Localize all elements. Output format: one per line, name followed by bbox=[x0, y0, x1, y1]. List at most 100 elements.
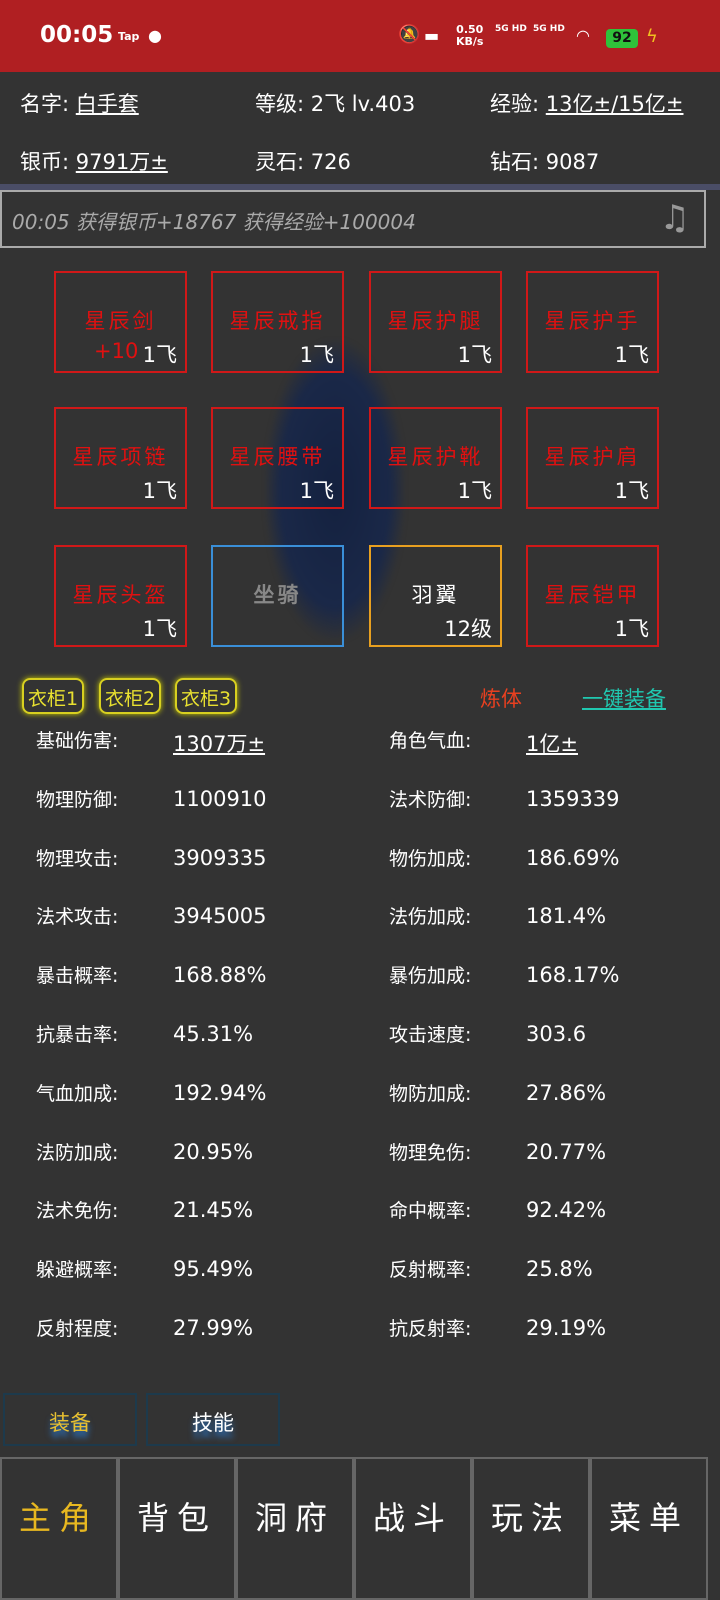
player-name[interactable]: 名字: 白手套 bbox=[20, 88, 139, 118]
name-label: 名字: bbox=[20, 92, 70, 116]
equip-level: 1飞 bbox=[299, 479, 334, 503]
refine-button[interactable]: 炼体 bbox=[480, 687, 522, 711]
equip-level: 1飞 bbox=[142, 617, 177, 641]
stat-value[interactable]: 1307万± bbox=[173, 732, 266, 756]
stat-label: 法术攻击: bbox=[36, 906, 119, 929]
stat-label: 暴伤加成: bbox=[389, 965, 472, 988]
equip-level: 1飞 bbox=[614, 479, 649, 503]
wardrobe-tab-3[interactable]: 衣柜3 bbox=[175, 678, 238, 714]
stat-value: 3945005 bbox=[173, 904, 267, 929]
subtab-skills[interactable]: 技能 bbox=[146, 1393, 280, 1446]
log-text: 00:05 获得银币+18767 获得经验+100004 bbox=[12, 210, 416, 234]
stat-label: 命中概率: bbox=[389, 1200, 472, 1223]
stat-value[interactable]: 1亿± bbox=[526, 732, 578, 756]
nav-tab[interactable]: 洞府 bbox=[236, 1457, 354, 1600]
music-off-icon[interactable]: ♫ bbox=[659, 198, 690, 238]
equip-name: 羽翼 bbox=[411, 583, 460, 607]
silver-value[interactable]: 9791万± bbox=[75, 150, 168, 174]
nav-tab[interactable]: 主角 bbox=[0, 1457, 118, 1600]
exp-value[interactable]: 13亿±/15亿± bbox=[545, 92, 684, 116]
equip-level: 1飞 bbox=[457, 479, 492, 503]
equip-name: 星辰项链 bbox=[72, 445, 169, 469]
stat-value: 1100910 bbox=[173, 786, 267, 811]
equip-name: 坐骑 bbox=[253, 583, 302, 607]
equip-slot[interactable]: 星辰剑 +10 1飞 bbox=[54, 271, 187, 373]
stat-label: 抗暴击率: bbox=[36, 1024, 119, 1046]
diamond-value: 9087 bbox=[545, 150, 600, 174]
stat-value: 95.49% bbox=[173, 1257, 254, 1282]
stat-label: 物理免伤: bbox=[389, 1141, 472, 1164]
player-silver: 银币: 9791万± bbox=[20, 146, 168, 176]
equip-all-button[interactable]: 一键装备 bbox=[582, 687, 666, 711]
level-label: 等级: bbox=[255, 92, 305, 116]
equip-enhance: +10 bbox=[94, 339, 139, 363]
equip-level: 1飞 bbox=[457, 343, 492, 367]
equip-slot[interactable]: 坐骑 bbox=[211, 545, 344, 647]
stat-value: 1359339 bbox=[526, 786, 620, 811]
stat-label: 攻击速度: bbox=[389, 1024, 472, 1046]
stat-value: 186.69% bbox=[526, 845, 620, 870]
equip-level: 1飞 bbox=[614, 343, 649, 367]
signal-2-icon: 5G HD bbox=[533, 24, 565, 34]
player-stone: 灵石: 726 bbox=[255, 146, 351, 176]
wardrobe-tab-1[interactable]: 衣柜1 bbox=[22, 678, 85, 714]
stat-value: 27.86% bbox=[526, 1080, 607, 1105]
stat-value: 181.4% bbox=[526, 904, 607, 929]
stat-label: 物伤加成: bbox=[389, 847, 472, 870]
equip-slot[interactable]: 星辰戒指 1飞 bbox=[211, 271, 344, 373]
equip-name: 星辰腰带 bbox=[229, 445, 326, 469]
stat-value: 192.94% bbox=[173, 1080, 267, 1105]
equip-slot[interactable]: 星辰铠甲 1飞 bbox=[526, 545, 659, 647]
equip-name: 星辰护肩 bbox=[544, 445, 641, 469]
character-silhouette bbox=[265, 340, 405, 640]
player-exp: 经验: 13亿±/15亿± bbox=[490, 88, 683, 118]
stat-label: 法伤加成: bbox=[389, 906, 472, 929]
tap-icon: Tap bbox=[118, 30, 140, 43]
nav-tab[interactable]: 菜单 bbox=[590, 1457, 708, 1600]
equip-level: 12级 bbox=[444, 617, 492, 641]
equip-slot[interactable]: 羽翼 12级 bbox=[369, 545, 502, 647]
equip-name: 星辰护手 bbox=[544, 309, 641, 333]
wifi-icon: ◠ bbox=[576, 26, 590, 45]
stat-label: 反射概率: bbox=[389, 1259, 472, 1282]
stat-value: 168.17% bbox=[526, 963, 620, 988]
nav-tab[interactable]: 玩法 bbox=[472, 1457, 590, 1600]
stat-value: 92.42% bbox=[526, 1198, 607, 1223]
equip-level: 1飞 bbox=[142, 343, 177, 367]
stat-label: 法防加成: bbox=[36, 1141, 119, 1164]
equip-name: 星辰护腿 bbox=[387, 309, 484, 333]
level-value: 2飞 lv.403 bbox=[310, 92, 416, 116]
equip-slot[interactable]: 星辰头盔 1飞 bbox=[54, 545, 187, 647]
stat-value: 21.45% bbox=[173, 1198, 254, 1223]
stat-label: 物防加成: bbox=[389, 1082, 472, 1105]
equip-slot[interactable]: 星辰护腿 1飞 bbox=[369, 271, 502, 373]
subtab-equipment[interactable]: 装备 bbox=[3, 1393, 137, 1446]
player-level: 等级: 2飞 lv.403 bbox=[255, 88, 415, 118]
stat-value: 168.88% bbox=[173, 963, 267, 988]
equip-slot[interactable]: 星辰项链 1飞 bbox=[54, 407, 187, 509]
equip-level: 1飞 bbox=[614, 617, 649, 641]
charging-icon: ϟ bbox=[646, 26, 658, 47]
stone-label: 灵石: bbox=[255, 150, 305, 174]
equip-slot[interactable]: 星辰护手 1飞 bbox=[526, 271, 659, 373]
wardrobe-tab-2[interactable]: 衣柜2 bbox=[99, 678, 162, 714]
status-bar: 00:05 Tap ● 🔕 ▬ 0.50 KB/s 5G HD 5G HD ◠ 9… bbox=[0, 0, 720, 72]
stat-label: 基础伤害: bbox=[36, 730, 119, 752]
equip-slot[interactable]: 星辰护靴 1飞 bbox=[369, 407, 502, 509]
nav-tab[interactable]: 战斗 bbox=[354, 1457, 472, 1600]
nav-tab[interactable]: 背包 bbox=[118, 1457, 236, 1600]
stat-value: 303.6 bbox=[526, 1022, 587, 1046]
stat-value: 25.8% bbox=[526, 1257, 593, 1282]
stat-label: 物理攻击: bbox=[36, 847, 119, 870]
stone-value: 726 bbox=[310, 150, 351, 174]
equip-name: 星辰护靴 bbox=[387, 445, 484, 469]
exp-label: 经验: bbox=[490, 92, 540, 116]
log-bar: 00:05 获得银币+18767 获得经验+100004 ♫ bbox=[0, 190, 706, 248]
equip-slot[interactable]: 星辰腰带 1飞 bbox=[211, 407, 344, 509]
stat-value: 20.95% bbox=[173, 1139, 254, 1164]
stat-label: 物理防御: bbox=[36, 788, 119, 811]
equip-slot[interactable]: 星辰护肩 1飞 bbox=[526, 407, 659, 509]
stat-value: 29.19% bbox=[526, 1316, 607, 1340]
equip-level: 1飞 bbox=[142, 479, 177, 503]
name-value[interactable]: 白手套 bbox=[75, 92, 139, 116]
